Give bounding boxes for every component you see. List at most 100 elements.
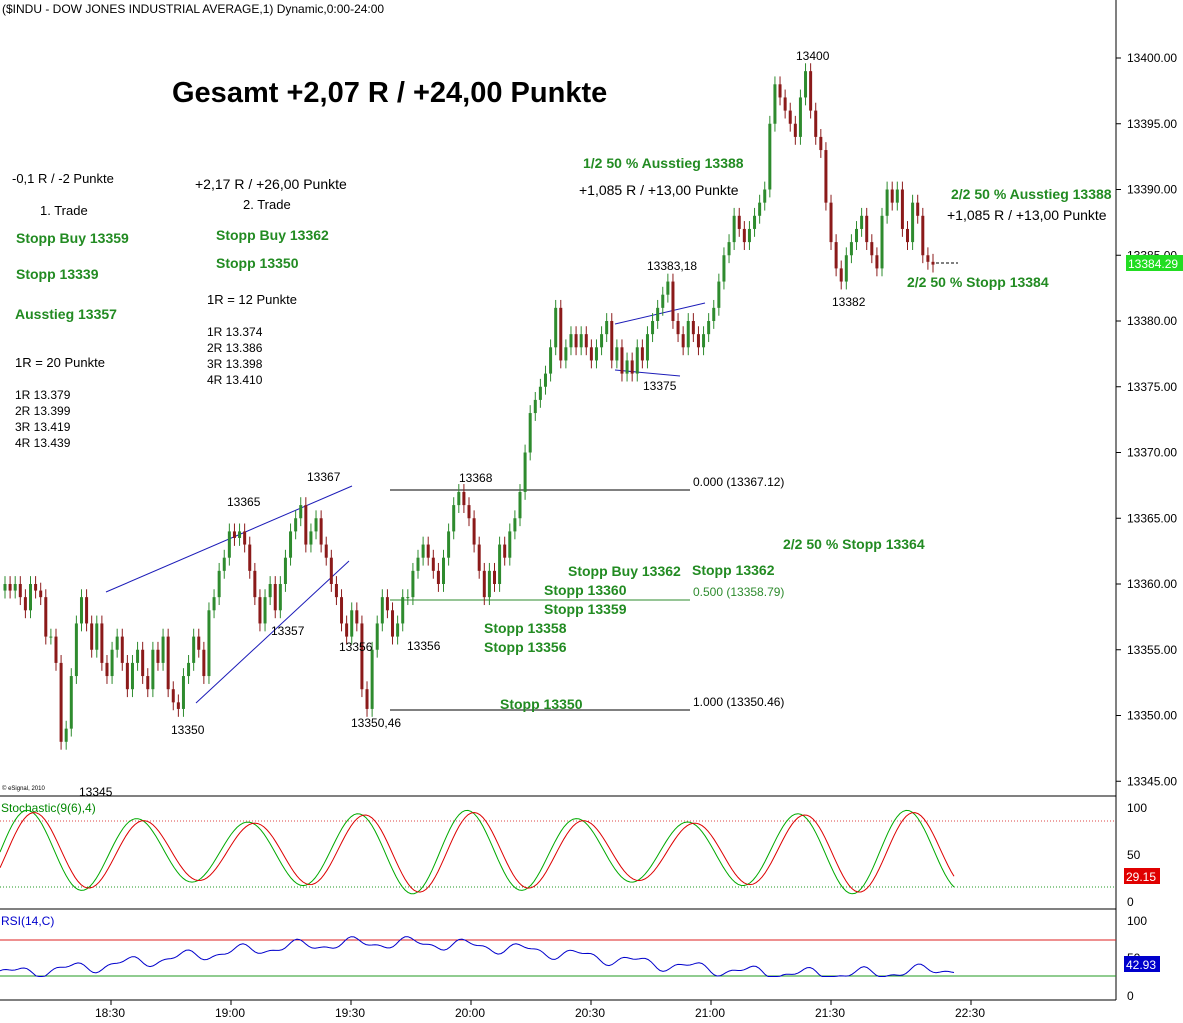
rsi-level-100: 100 [1127, 914, 1147, 928]
time-tick-label: 21:00 [695, 1006, 725, 1020]
candle-body [625, 360, 629, 374]
candle-body [370, 649, 374, 709]
candle-body [294, 518, 298, 532]
candle-body [39, 590, 43, 598]
candle-body [95, 623, 99, 650]
candle-body [696, 334, 700, 348]
candle-body [319, 518, 323, 545]
stoch-level-50: 50 [1127, 848, 1141, 862]
candle-body [411, 570, 415, 598]
time-tick-label: 19:30 [335, 1006, 365, 1020]
stopp-13358: Stopp 13358 [484, 620, 567, 636]
copyright-text: © eSignal, 2010 [2, 785, 45, 792]
candle-body [391, 610, 395, 637]
rsi-last-value: 42.93 [1126, 958, 1156, 972]
candle-body [49, 636, 53, 638]
price-point-labels: 13345 13350 13357 13365 13367 13356 1335… [79, 49, 866, 799]
last-price-value: 13384.29 [1128, 257, 1178, 271]
candle-body [477, 544, 481, 571]
exit2-result: +1,085 R / +13,00 Punkte [947, 207, 1107, 223]
candle-body [916, 202, 920, 216]
candle-body [686, 321, 690, 348]
candle-body [181, 676, 185, 709]
price-label-13375: 13375 [643, 379, 677, 393]
candle-body [64, 728, 68, 742]
price-label-13357: 13357 [271, 624, 305, 638]
candle-body [125, 662, 129, 690]
candle-body [569, 334, 573, 348]
candle-body [605, 321, 609, 335]
trade1-notes: -0,1 R / -2 Punkte 1. Trade Stopp Buy 13… [12, 171, 129, 450]
candle-body [895, 189, 899, 203]
candle-body [732, 215, 736, 243]
candle-body [396, 623, 400, 637]
trendline-flag-upper [614, 302, 706, 325]
candle-body [8, 584, 12, 591]
time-tick-label: 19:00 [215, 1006, 245, 1020]
trade2-stopp-buy: Stopp Buy 13362 [216, 227, 329, 243]
candle-body [513, 518, 517, 532]
price-tick-label: 13350.00 [1127, 709, 1177, 723]
candle-body [375, 623, 379, 650]
candle-body [248, 544, 252, 571]
candle-body [487, 570, 491, 598]
candle-body [115, 636, 119, 650]
trade2-result: +2,17 R / +26,00 Punkte [195, 176, 347, 192]
candle-body [753, 215, 757, 229]
exit1-label: 1/2 50 % Ausstieg 13388 [583, 155, 744, 171]
stop-2-2-13384: 2/2 50 % Stopp 13384 [907, 274, 1049, 290]
trade2-target: 3R 13.398 [207, 357, 263, 371]
candle-body [192, 636, 196, 663]
candle-body [533, 399, 537, 414]
candle-body [340, 597, 344, 624]
rsi-name: RSI(14,C) [1, 914, 54, 928]
stopp-buy-13362: Stopp Buy 13362 [568, 563, 681, 579]
candle-body [492, 570, 496, 584]
candle-body [528, 413, 532, 453]
candle-body [406, 597, 410, 599]
rsi-level-0: 0 [1127, 989, 1134, 1003]
chart-title: ($INDU - DOW JONES INDUSTRIAL AVERAGE,1)… [2, 2, 384, 16]
rsi-panel: RSI(14,C) 100 50 0 42.93 [0, 914, 1160, 1003]
candle-body [457, 491, 461, 506]
price-label-13350: 13350 [171, 723, 205, 737]
candle-body [890, 189, 894, 203]
candle-body [289, 531, 293, 558]
price-tick-label: 13360.00 [1127, 577, 1177, 591]
stopp-13350: Stopp 13350 [500, 696, 583, 712]
candle-body [345, 623, 349, 637]
candle-body [263, 597, 267, 624]
candle-body [207, 610, 211, 677]
trade1-target: 2R 13.399 [15, 404, 71, 418]
candle-body [299, 505, 303, 519]
candle-body [722, 255, 726, 282]
stochastic-panel: Stochastic(9(6),4) 100 50 0 29.15 [0, 801, 1160, 909]
candle-body [380, 597, 384, 624]
rsi-line [0, 936, 955, 977]
fibonacci: 0.000 (13367.12) 0.500 (13358.79) 1.000 … [390, 475, 784, 711]
time-tick-label: 18:30 [95, 1006, 125, 1020]
candle-body [110, 649, 114, 677]
exit1-result: +1,085 R / +13,00 Punkte [579, 182, 739, 198]
candle-body [161, 636, 165, 663]
stopp-13360: Stopp 13360 [544, 582, 627, 598]
candle-body [426, 544, 430, 558]
candle-body [549, 347, 553, 374]
candle-body [880, 215, 884, 269]
candle-body [737, 215, 741, 229]
candle-body [273, 584, 277, 611]
trade2-r-def: 1R = 12 Punkte [207, 292, 297, 307]
candle-body [742, 228, 746, 243]
candle-body [798, 97, 802, 137]
candle-body [768, 123, 772, 190]
stopp-13362: Stopp 13362 [692, 562, 775, 578]
candle-body [911, 202, 915, 243]
candle-body [849, 242, 853, 256]
candle-body [921, 215, 925, 256]
price-tick-label: 13355.00 [1127, 643, 1177, 657]
candle-body [778, 84, 782, 98]
trade1-label: 1. Trade [40, 203, 88, 218]
candle-body [518, 491, 522, 519]
candle-body [600, 334, 604, 348]
